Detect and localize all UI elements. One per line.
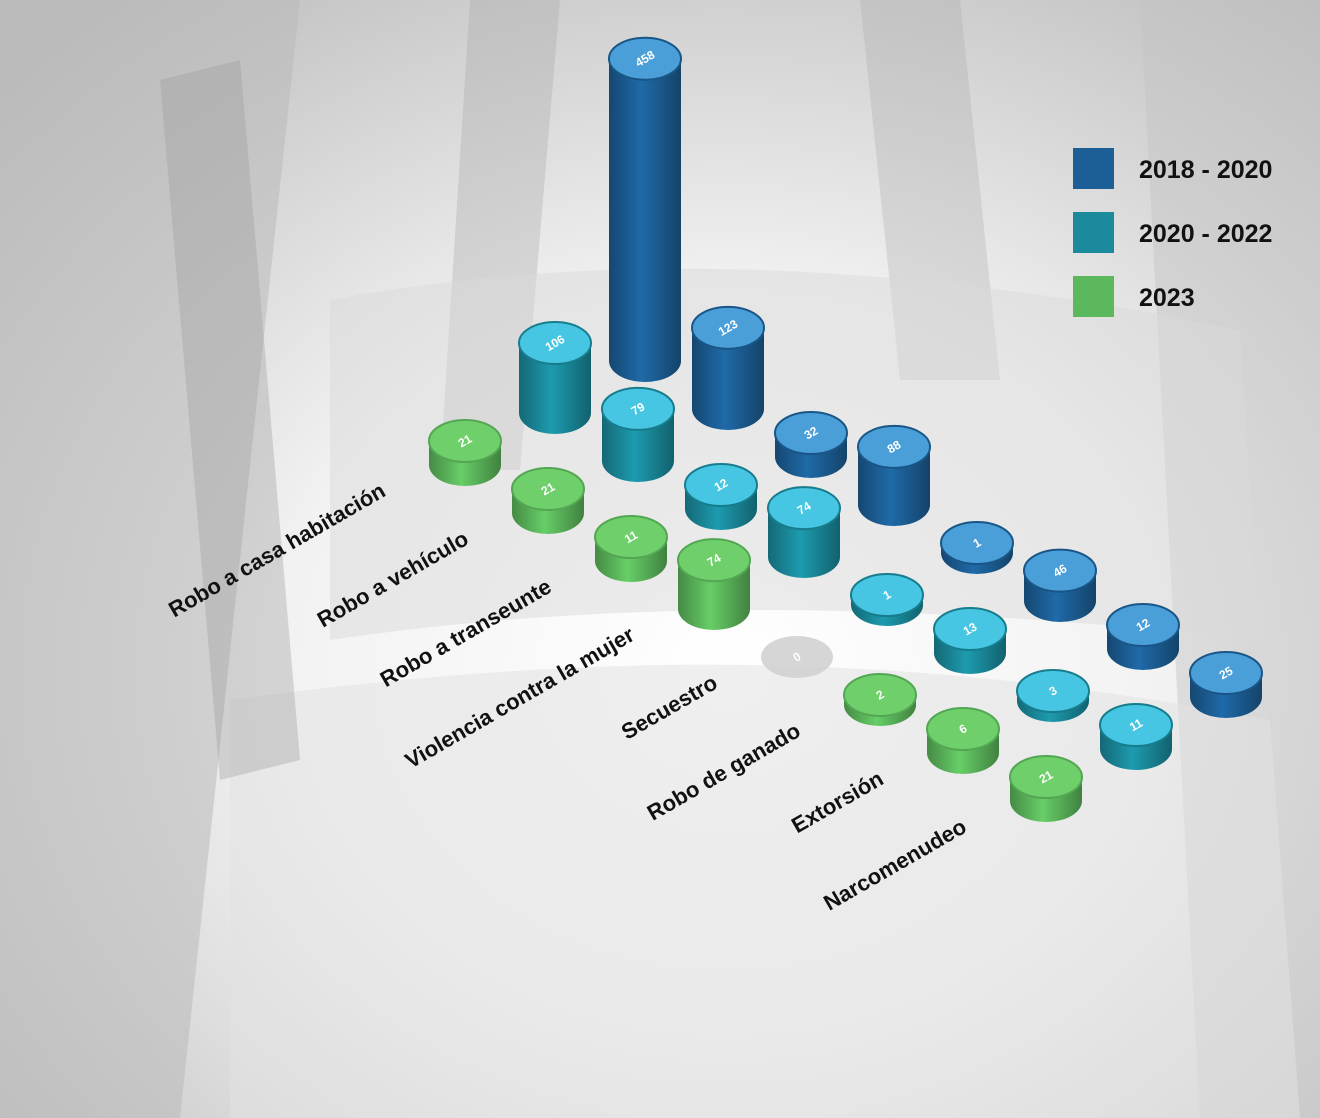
bar-top [428,419,502,463]
legend-swatch [1073,148,1114,189]
bar-top [608,36,682,81]
value-label: 21 [1037,767,1056,786]
value-label: 46 [1051,561,1070,580]
bar-extorsion-2018-2020: 12 [1106,603,1180,670]
bar-robo-a-casa-habitacion-2018-2020: 458 [608,36,682,382]
legend-item-2018-2020: 2018 - 2020 [1073,148,1272,189]
bar-extorsion-2020-2022: 3 [1016,669,1090,722]
bar-body [609,58,681,382]
bar-robo-de-ganado-2023: 2 [843,673,917,726]
bar-top [601,386,675,431]
bar-top [518,321,592,366]
bar-body [519,343,591,434]
bar-top [1099,703,1173,747]
bar-secuestro-2018-2020: 1 [940,521,1014,574]
bar-top [691,305,765,350]
bar-top [767,486,841,531]
legend-label: 2023 [1139,284,1195,312]
bar-extorsion-2023: 6 [926,707,1000,774]
bar-top [774,411,848,455]
bar-narcomenudeo-2023: 21 [1009,755,1083,822]
bar-top [1023,548,1097,593]
bar-robo-a-casa-habitacion-2020-2022: 106 [518,321,592,434]
bar-top [1016,669,1090,713]
value-label: 13 [961,619,980,638]
bar-top [850,573,924,617]
legend-swatch [1073,212,1114,253]
bar-robo-de-ganado-2020-2022: 13 [933,607,1007,674]
bar-violencia-contra-la-mujer-2020-2022: 74 [767,486,841,578]
value-label: 12 [712,475,731,494]
bar-body [858,446,930,526]
value-label: 12 [1134,615,1153,634]
bar-top [594,515,668,559]
value-label: 74 [705,551,724,570]
bar-top [933,607,1007,651]
bar-body [692,327,764,430]
legend-item-2023: 2023 [1073,276,1195,317]
bar-top [1009,755,1083,799]
bar-top [857,424,931,469]
value-label: 21 [539,479,558,498]
legend-item-2020-2022: 2020 - 2022 [1073,212,1272,253]
legend-label: 2018 - 2020 [1139,156,1272,184]
bar-robo-a-casa-habitacion-2023: 21 [428,419,502,486]
bar-narcomenudeo-2018-2020: 25 [1189,651,1263,718]
bar-robo-a-transeunte-2018-2020: 32 [774,411,848,478]
bar-robo-a-vehiculo-2018-2020: 123 [691,305,765,430]
bar-top-zero [761,636,833,678]
bar-secuestro-2020-2022: 1 [850,573,924,626]
bar-top [511,467,585,511]
bar-secuestro-2023: 0 [761,636,833,678]
bar-top [940,521,1014,565]
bar-robo-a-vehiculo-2020-2022: 79 [601,386,675,482]
value-label: 32 [802,423,821,442]
bar-top [1106,603,1180,647]
bar-robo-a-transeunte-2023: 11 [594,515,668,582]
legend: 2018 - 2020 2020 - 2022 2023 [1073,148,1272,317]
bar-top [926,707,1000,751]
bar-robo-a-transeunte-2020-2022: 12 [684,463,758,530]
bar-top [677,538,751,583]
value-label: 79 [629,399,648,418]
value-label: 74 [795,499,814,518]
bar-top [843,673,917,717]
value-label: 21 [456,431,475,450]
legend-label: 2020 - 2022 [1139,220,1272,248]
legend-swatch [1073,276,1114,317]
bar-violencia-contra-la-mujer-2018-2020: 88 [857,424,931,526]
value-label: 88 [885,437,904,456]
bar-robo-a-vehiculo-2023: 21 [511,467,585,534]
value-label: 25 [1217,663,1236,682]
bar-top [1189,651,1263,695]
bar-narcomenudeo-2020-2022: 11 [1099,703,1173,770]
bar-top [684,463,758,507]
bar-violencia-contra-la-mujer-2023: 74 [677,538,751,630]
bar-robo-de-ganado-2018-2020: 46 [1023,548,1097,622]
